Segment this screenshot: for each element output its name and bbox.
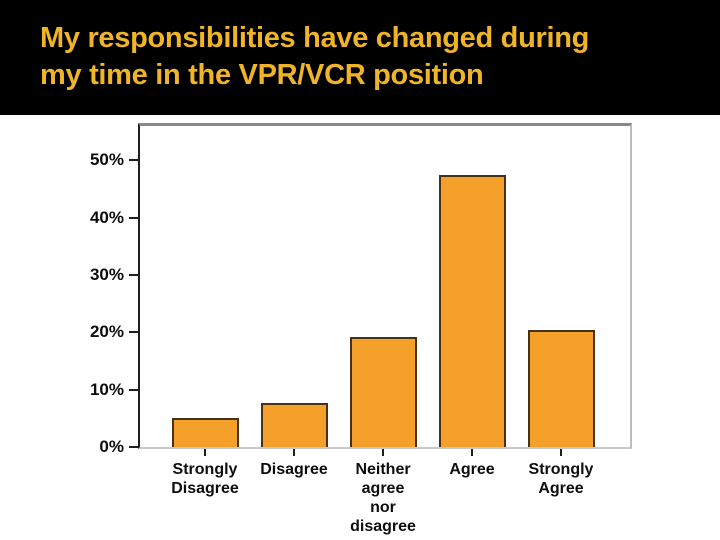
bar-agree [438, 175, 506, 447]
slide-title-line-2: my time in the VPR/VCR position [40, 59, 484, 91]
y-axis-label-10pct: 10% [89, 379, 124, 399]
bar-neither-agree-nor-disagree [349, 336, 417, 447]
y-axis-tick-10pct [129, 388, 138, 391]
slide-title-line-1: My responsibilities have changed during [40, 22, 590, 54]
y-axis-label-0pct: 0% [99, 437, 124, 456]
bar-chart: 0% 10% 20% 30% 40% 50% Strongly Disagree Disagre… [90, 123, 632, 535]
x-axis-label-neither-agree-nor-disagree: Neither agree nor disagree [350, 461, 416, 535]
x-axis-label-disagree: Disagree [260, 461, 328, 478]
y-axis-label-40pct: 40% [89, 207, 124, 227]
y-axis-tick-20pct [129, 331, 138, 334]
x-axis-label-agree: Agree [449, 461, 495, 478]
x-axis-tick-strongly-disagree [204, 449, 206, 456]
x-axis-label-strongly-agree: Strongly Agree [528, 461, 594, 497]
bar-disagree [260, 402, 328, 447]
x-axis-tick-strongly-agree [560, 449, 562, 456]
y-axis-tick-50pct [129, 159, 138, 162]
y-axis-label-50pct: 50% [89, 150, 124, 170]
slide-title: My responsibilities have changed during … [40, 20, 700, 94]
y-axis-label-30pct: 30% [89, 265, 124, 285]
x-axis-tick-neither-agree-nor-disagree [382, 449, 384, 456]
title-band: My responsibilities have changed during … [0, 0, 720, 115]
x-axis-tick-agree [471, 449, 473, 456]
x-axis-tick-disagree [293, 449, 295, 456]
y-axis-tick-40pct [129, 216, 138, 219]
x-axis-label-strongly-disagree: Strongly Disagree [171, 461, 239, 497]
bar-strongly-disagree [171, 417, 239, 447]
y-axis-label-20pct: 20% [89, 322, 124, 342]
bar-strongly-agree [527, 329, 595, 447]
y-axis-tick-0pct [129, 446, 138, 448]
y-axis-tick-30pct [129, 274, 138, 277]
